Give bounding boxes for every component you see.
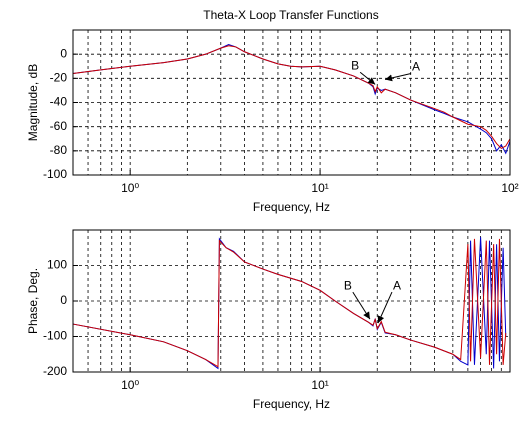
y-tick-label: 0: [60, 293, 67, 307]
y-tick-label: -20: [50, 71, 68, 85]
x-tick-label: 10⁰: [121, 378, 139, 392]
annotation-arrow: [352, 291, 371, 320]
x-tick-label: 10¹: [311, 181, 328, 195]
annotation-label: A: [412, 60, 420, 74]
annotation-label: B: [344, 278, 352, 292]
x-tick-label: 10¹: [311, 378, 328, 392]
annotation-arrow: [359, 71, 376, 85]
x-axis-label: Frequency, Hz: [253, 397, 330, 411]
axes-box: [72, 29, 511, 176]
x-tick-label: 10²: [501, 181, 518, 195]
annotation-arrow: [385, 72, 412, 82]
y-tick-label: -100: [43, 329, 67, 343]
y-tick-label: -60: [50, 119, 68, 133]
annotation-arrow: [377, 291, 393, 324]
y-axis-label: Phase, Deg.: [26, 268, 40, 334]
y-axis-label: Magnitude, dB: [26, 64, 40, 141]
x-tick-label: 10⁰: [121, 181, 139, 195]
y-tick-label: 0: [60, 46, 67, 60]
y-tick-label: 100: [47, 258, 67, 272]
y-tick-label: -200: [43, 364, 67, 378]
y-tick-label: -80: [50, 143, 68, 157]
series-line: [72, 238, 507, 368]
y-tick-label: -100: [43, 167, 67, 181]
series-line: [72, 45, 511, 150]
chart-title: Theta-X Loop Transfer Functions: [203, 8, 378, 22]
axes-box: [72, 229, 511, 373]
annotation-label: B: [351, 58, 359, 72]
y-tick-label: -40: [50, 95, 68, 109]
x-axis-label: Frequency, Hz: [253, 200, 330, 214]
annotation-label: A: [393, 278, 401, 292]
